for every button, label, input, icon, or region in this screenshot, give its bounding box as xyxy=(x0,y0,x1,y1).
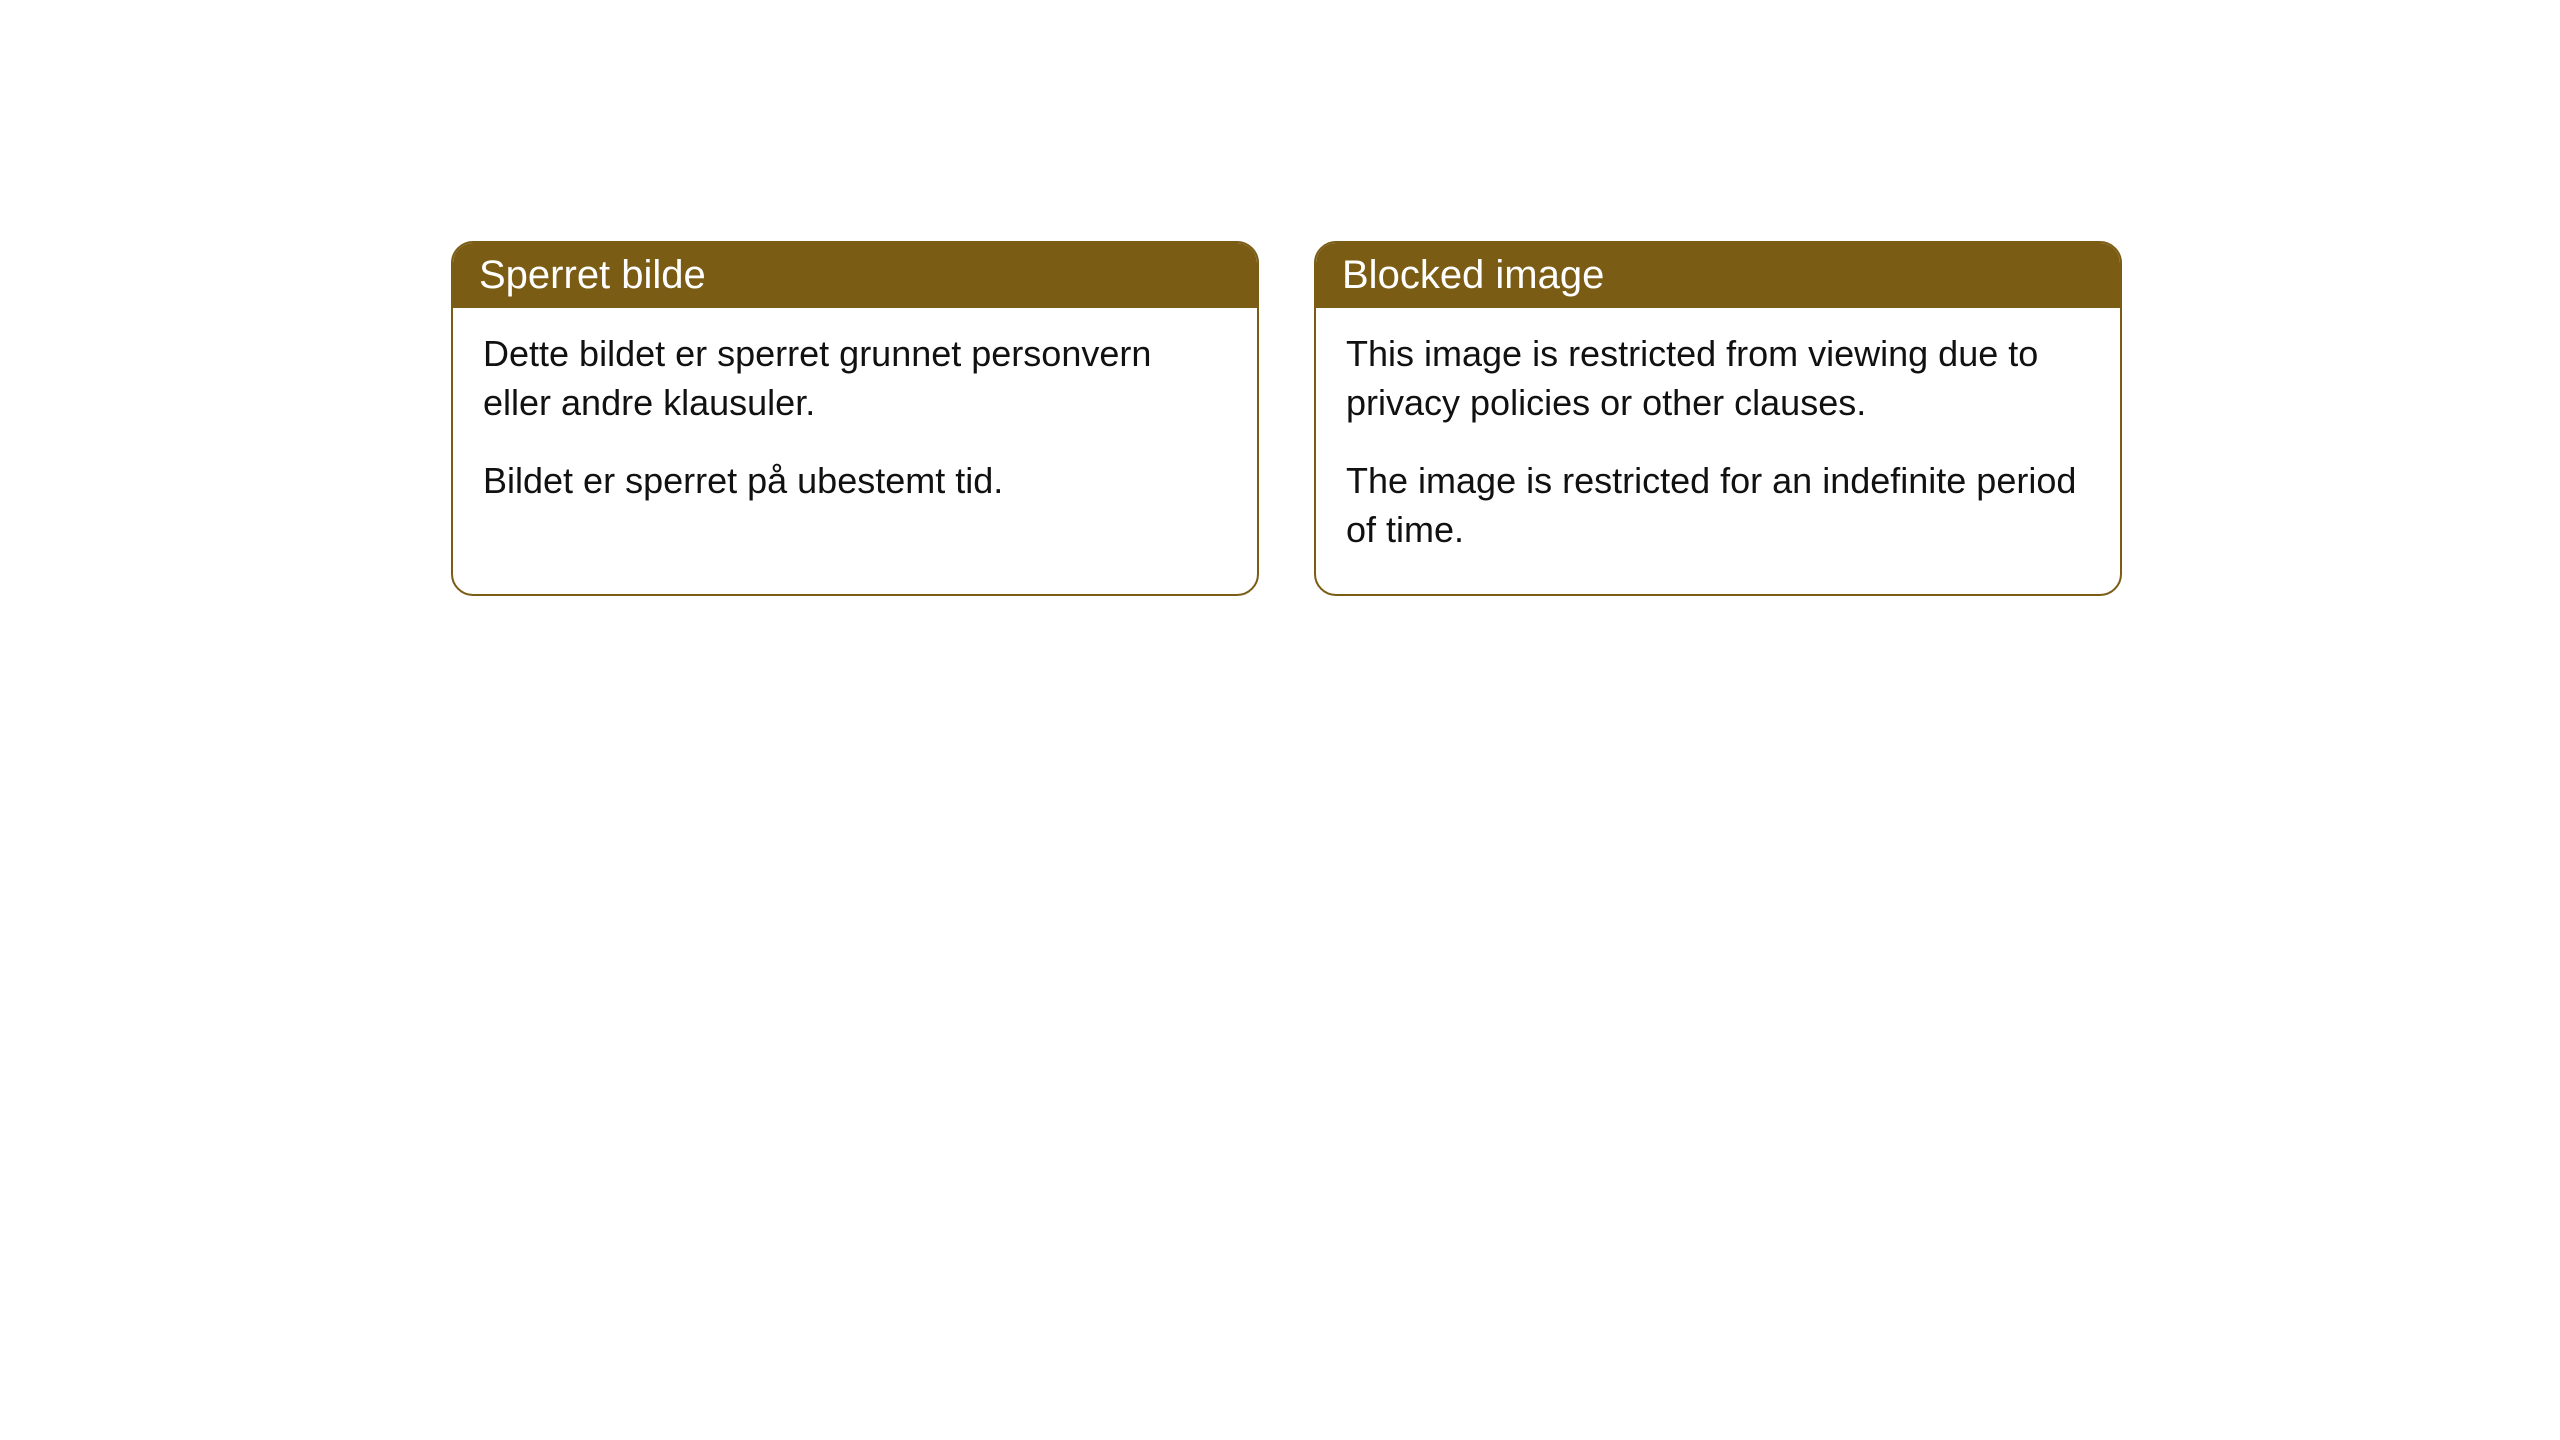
card-body-norwegian: Dette bildet er sperret grunnet personve… xyxy=(453,308,1257,546)
card-english: Blocked image This image is restricted f… xyxy=(1314,241,2122,596)
card-title: Blocked image xyxy=(1342,253,1604,297)
card-paragraph: This image is restricted from viewing du… xyxy=(1346,330,2090,427)
cards-container: Sperret bilde Dette bildet er sperret gr… xyxy=(451,241,2122,596)
card-header-english: Blocked image xyxy=(1316,243,2120,308)
card-norwegian: Sperret bilde Dette bildet er sperret gr… xyxy=(451,241,1259,596)
card-title: Sperret bilde xyxy=(479,253,706,297)
card-body-english: This image is restricted from viewing du… xyxy=(1316,308,2120,594)
card-paragraph: The image is restricted for an indefinit… xyxy=(1346,457,2090,554)
card-header-norwegian: Sperret bilde xyxy=(453,243,1257,308)
card-paragraph: Bildet er sperret på ubestemt tid. xyxy=(483,457,1227,506)
card-paragraph: Dette bildet er sperret grunnet personve… xyxy=(483,330,1227,427)
